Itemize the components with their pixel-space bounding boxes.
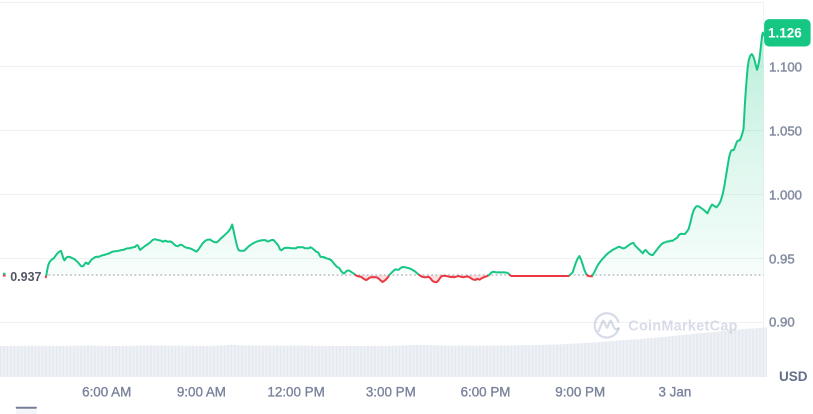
svg-text:6:00 AM: 6:00 AM [82,384,131,399]
svg-text:12:00 PM: 12:00 PM [267,384,324,399]
svg-text:0.95: 0.95 [769,252,795,267]
svg-text:9:00 AM: 9:00 AM [177,384,226,399]
svg-text:0.90: 0.90 [769,315,795,330]
svg-text:9:00 PM: 9:00 PM [555,384,605,399]
svg-text:6:00 PM: 6:00 PM [461,384,511,399]
svg-text:CoinMarketCap: CoinMarketCap [628,318,737,334]
svg-text:1.050: 1.050 [769,124,802,139]
svg-text:1.000: 1.000 [769,188,802,203]
svg-text:USD: USD [779,369,808,384]
svg-text:0.937: 0.937 [10,270,41,284]
svg-text:3 Jan: 3 Jan [659,384,692,399]
svg-text:1.100: 1.100 [769,60,802,75]
svg-text:3:00 PM: 3:00 PM [366,384,416,399]
svg-text:1.126: 1.126 [768,26,802,41]
